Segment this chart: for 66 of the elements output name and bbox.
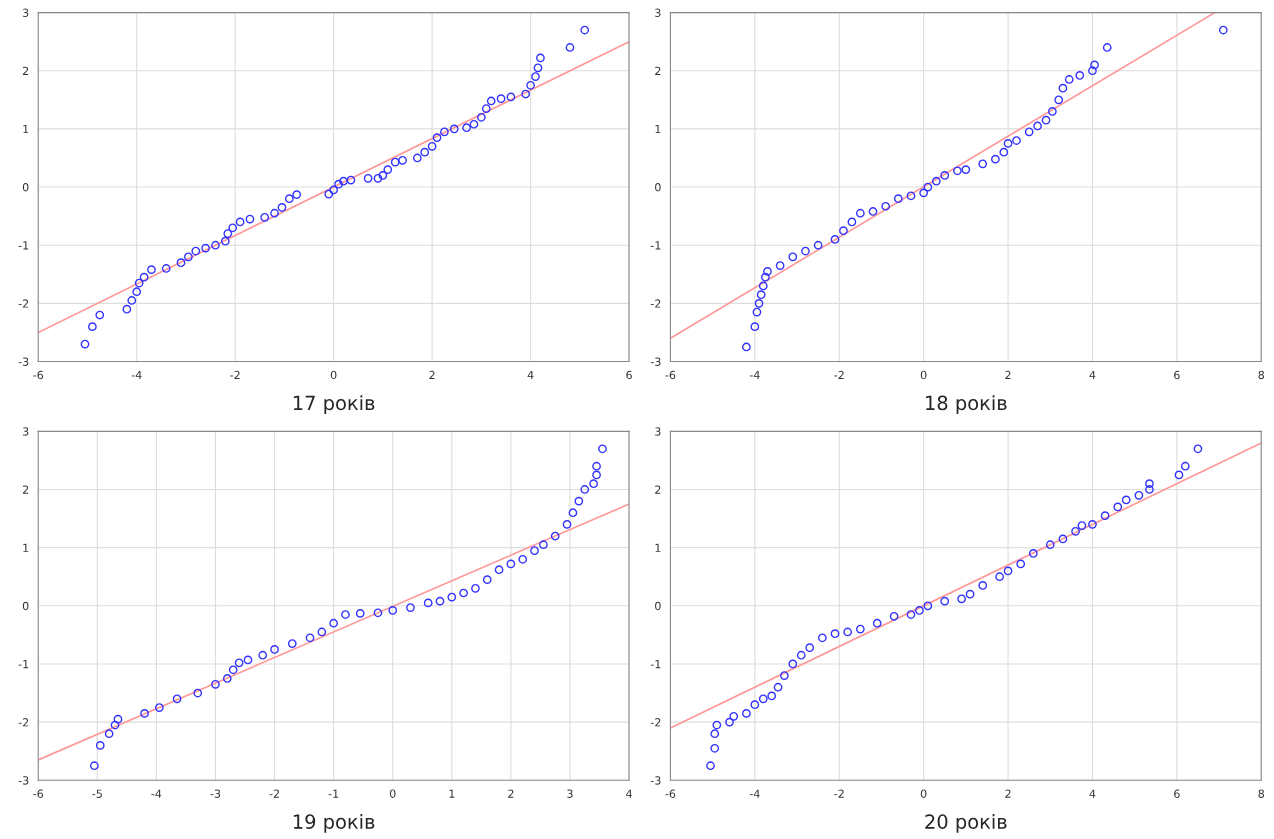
- x-tick-label: 1: [449, 789, 455, 798]
- x-tick-label: -2: [230, 370, 240, 379]
- x-tick-label: -5: [92, 789, 102, 798]
- y-tick-label: 2: [22, 485, 29, 494]
- x-tick-label: -4: [749, 789, 760, 798]
- y-tick-label: -1: [650, 660, 661, 669]
- x-axis-title: 20 років: [925, 813, 1007, 833]
- x-tick-label: 4: [527, 370, 534, 379]
- x-tick-label: 0: [920, 789, 927, 798]
- x-tick-label: 4: [626, 789, 632, 798]
- y-tick-label: 3: [22, 8, 29, 17]
- x-tick-label: -6: [665, 370, 676, 380]
- x-axis-title: 18 років: [926, 395, 1007, 415]
- y-tick-label: -1: [18, 241, 29, 250]
- y-tick-label: 3: [655, 427, 661, 436]
- y-tick-label: -3: [650, 357, 661, 366]
- x-tick-label: 2: [508, 789, 514, 798]
- y-tick-label: 3: [22, 427, 29, 436]
- y-tick-label: 3: [655, 8, 661, 17]
- x-axis-title: 17 років: [293, 395, 375, 415]
- x-axis-title: 19 років: [293, 813, 375, 833]
- x-tick-label: -2: [269, 789, 279, 798]
- x-tick-label: 6: [1174, 370, 1180, 380]
- x-tick-label: -1: [328, 789, 339, 798]
- x-tick-label: 8: [1258, 370, 1265, 380]
- x-tick-label: 4: [1089, 789, 1096, 798]
- y-tick-label: 0: [655, 183, 661, 192]
- y-tick-label: 1: [655, 543, 661, 552]
- x-tick-label: -6: [33, 370, 44, 380]
- x-tick-label: 2: [1005, 370, 1011, 379]
- x-tick-label: -4: [151, 789, 162, 798]
- y-tick-label: -1: [18, 660, 29, 669]
- y-tick-label: 2: [655, 485, 661, 494]
- y-tick-label: -2: [650, 299, 661, 308]
- y-tick-label: 0: [22, 183, 29, 192]
- y-tick-label: -2: [18, 299, 29, 308]
- y-tick-label: 1: [655, 125, 661, 134]
- x-tick-label: -2: [834, 370, 844, 379]
- x-tick-label: 3: [567, 789, 573, 798]
- y-tick-label: 1: [23, 543, 29, 552]
- x-tick-label: -6: [33, 789, 44, 798]
- x-tick-label: -4: [749, 370, 760, 379]
- y-tick-label: -3: [18, 776, 29, 785]
- y-tick-label: 2: [655, 66, 661, 75]
- y-tick-label: -1: [650, 241, 661, 250]
- y-tick-label: -2: [650, 718, 661, 727]
- x-tick-label: -4: [131, 370, 142, 379]
- y-tick-label: -3: [18, 357, 29, 366]
- x-tick-label: 4: [1089, 370, 1096, 379]
- x-tick-label: 0: [920, 370, 927, 380]
- y-tick-label: 0: [22, 601, 29, 611]
- y-tick-label: 1: [23, 125, 29, 134]
- x-tick-label: 8: [1258, 789, 1265, 798]
- x-tick-label: 6: [1174, 789, 1180, 798]
- y-tick-label: 2: [22, 66, 29, 75]
- x-tick-label: -2: [834, 789, 844, 798]
- x-tick-label: -6: [665, 789, 676, 798]
- x-tick-label: 6: [626, 370, 632, 380]
- x-tick-label: 0: [330, 370, 337, 380]
- y-tick-label: -3: [650, 776, 661, 785]
- y-tick-label: 0: [655, 601, 661, 611]
- x-tick-label: 0: [389, 789, 396, 798]
- y-tick-label: -2: [18, 718, 29, 727]
- x-tick-label: 2: [1005, 789, 1011, 798]
- x-tick-label: 2: [429, 370, 435, 379]
- x-tick-label: -3: [210, 789, 221, 798]
